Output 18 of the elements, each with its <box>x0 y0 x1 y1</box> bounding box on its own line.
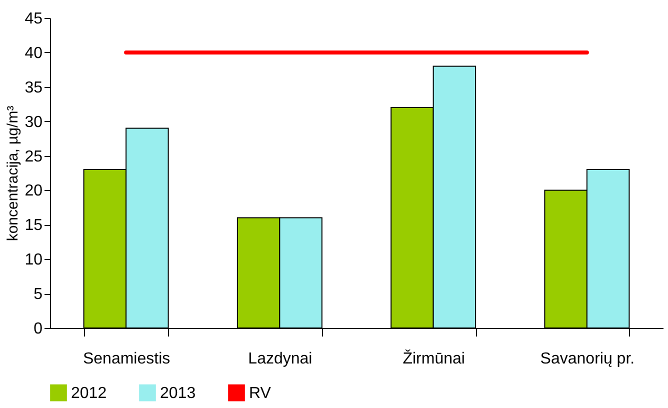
y-tick-label: 15 <box>24 217 43 234</box>
y-axis-title: koncentracija, µg/m³ <box>4 106 22 242</box>
y-tick-label: 5 <box>34 286 43 304</box>
y-tick-label: 35 <box>24 79 43 96</box>
y-tick-label: 40 <box>24 44 43 62</box>
x-tick-label: Savanorių pr. <box>540 350 635 368</box>
y-tick-label: 30 <box>24 114 43 131</box>
legend-label: 2013 <box>160 384 196 402</box>
legend-label: 2012 <box>71 384 107 402</box>
y-tick-label: 25 <box>24 148 43 166</box>
y-tick-label: 20 <box>24 182 43 200</box>
y-tick-label: 10 <box>24 252 43 269</box>
x-tick-label: Lazdynai <box>248 350 312 368</box>
x-tick-label: Žirmūnai <box>402 350 465 368</box>
x-tick-label: Senamiestis <box>82 350 170 368</box>
legend-label: RV <box>249 384 272 402</box>
y-tick-label: 0 <box>34 320 43 338</box>
y-tick-label: 45 <box>24 10 43 28</box>
